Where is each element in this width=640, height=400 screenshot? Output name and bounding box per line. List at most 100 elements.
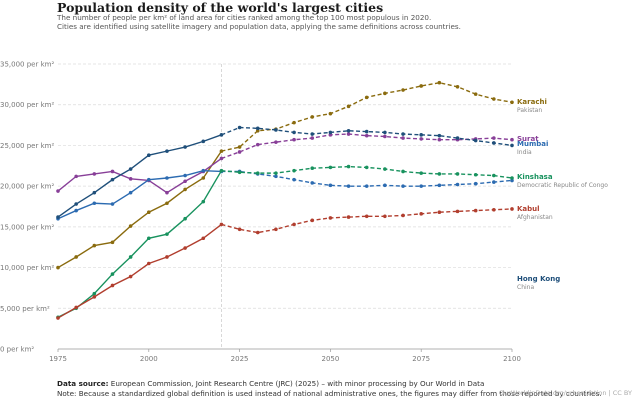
data-point <box>74 202 78 206</box>
data-point <box>455 85 460 89</box>
data-point <box>310 136 315 140</box>
data-point <box>328 183 333 188</box>
data-point <box>128 167 133 171</box>
data-point <box>437 183 442 188</box>
series-line-projected <box>221 208 513 234</box>
data-point <box>364 165 369 170</box>
data-point <box>110 202 115 206</box>
data-point <box>56 265 60 270</box>
data-point <box>128 190 133 195</box>
data-point <box>255 142 260 147</box>
gridlines <box>57 63 513 352</box>
data-point <box>364 133 369 138</box>
data-point <box>147 261 151 266</box>
data-point <box>274 140 278 144</box>
data-point <box>455 209 460 214</box>
data-point <box>255 230 260 235</box>
series-name-label: Kabul <box>517 205 540 213</box>
data-point <box>473 92 478 96</box>
data-point <box>492 136 496 140</box>
data-point <box>346 184 351 188</box>
data-point <box>56 189 60 193</box>
data-point <box>74 305 78 310</box>
data-point <box>274 174 278 179</box>
data-point <box>383 183 387 188</box>
data-point <box>183 179 187 184</box>
data-point <box>364 129 369 134</box>
data-point <box>201 199 206 204</box>
data-point <box>492 141 496 145</box>
data-point <box>492 173 496 178</box>
data-point <box>328 130 333 135</box>
series-line-historic <box>57 170 223 318</box>
data-point <box>510 137 514 142</box>
series-name-label: Hong Kong <box>517 275 560 283</box>
data-point <box>147 153 151 157</box>
data-point <box>201 176 206 180</box>
data-point <box>346 164 351 169</box>
series-name-label: Kinshasa <box>517 173 553 181</box>
data-point <box>383 214 387 219</box>
data-point <box>437 137 442 142</box>
series-region-label: Pakistan <box>517 107 542 114</box>
data-point <box>401 88 405 92</box>
x-tick-label: 2100 <box>503 355 521 363</box>
data-point <box>92 291 97 296</box>
data-point <box>74 174 78 179</box>
data-point <box>492 97 496 101</box>
series-line-projected <box>221 133 513 160</box>
data-point <box>237 150 242 154</box>
y-tick-label: 0 per km² <box>0 346 34 354</box>
data-point <box>237 227 242 232</box>
credit-link[interactable]: OurWorldinData.org/urbanization | CC BY <box>498 389 632 397</box>
data-point <box>437 210 442 214</box>
data-point <box>128 255 133 259</box>
data-point <box>419 133 424 137</box>
series-region-label: India <box>517 149 532 156</box>
series-name-label: Karachi <box>517 98 547 106</box>
data-point <box>92 243 97 248</box>
series-line-historic <box>57 223 222 319</box>
data-point <box>455 172 460 176</box>
data-point <box>310 115 315 119</box>
y-tick-label: 25,000 per km² <box>0 142 54 150</box>
series-line-historic <box>57 157 222 194</box>
data-point <box>473 181 478 186</box>
series-lines <box>56 80 514 320</box>
data-point <box>219 168 224 173</box>
series-line-historic <box>57 150 223 269</box>
data-point <box>183 173 187 178</box>
data-point <box>165 190 169 195</box>
data-point <box>364 214 369 219</box>
y-tick-label: 20,000 per km² <box>0 183 54 191</box>
data-point <box>147 210 151 214</box>
chart-subtitle: The number of people per km² of land are… <box>57 13 617 31</box>
data-point <box>165 232 169 236</box>
series-region-label: Democratic Republic of Congo <box>517 182 608 189</box>
data-point <box>183 216 187 221</box>
data-point <box>219 222 224 227</box>
data-point <box>92 172 97 176</box>
data-point <box>147 236 151 241</box>
data-point <box>165 201 169 206</box>
data-point <box>92 201 97 206</box>
data-point <box>419 171 424 175</box>
data-point <box>419 84 424 88</box>
series-region-label: China <box>517 284 534 291</box>
data-point <box>401 184 405 188</box>
y-tick-label: 35,000 per km² <box>0 61 54 69</box>
data-point <box>346 128 351 133</box>
y-tick-label: 30,000 per km² <box>0 101 54 109</box>
data-point <box>473 172 478 177</box>
x-tick-label: 2050 <box>321 355 339 363</box>
data-point <box>510 176 514 180</box>
series-line-historic <box>57 134 222 218</box>
data-point <box>274 171 278 175</box>
data-point <box>183 145 187 149</box>
data-point <box>437 133 442 138</box>
data-point <box>346 104 351 109</box>
data-point <box>492 180 496 184</box>
data-point <box>328 216 333 220</box>
data-point <box>110 240 115 245</box>
data-point <box>292 137 296 142</box>
